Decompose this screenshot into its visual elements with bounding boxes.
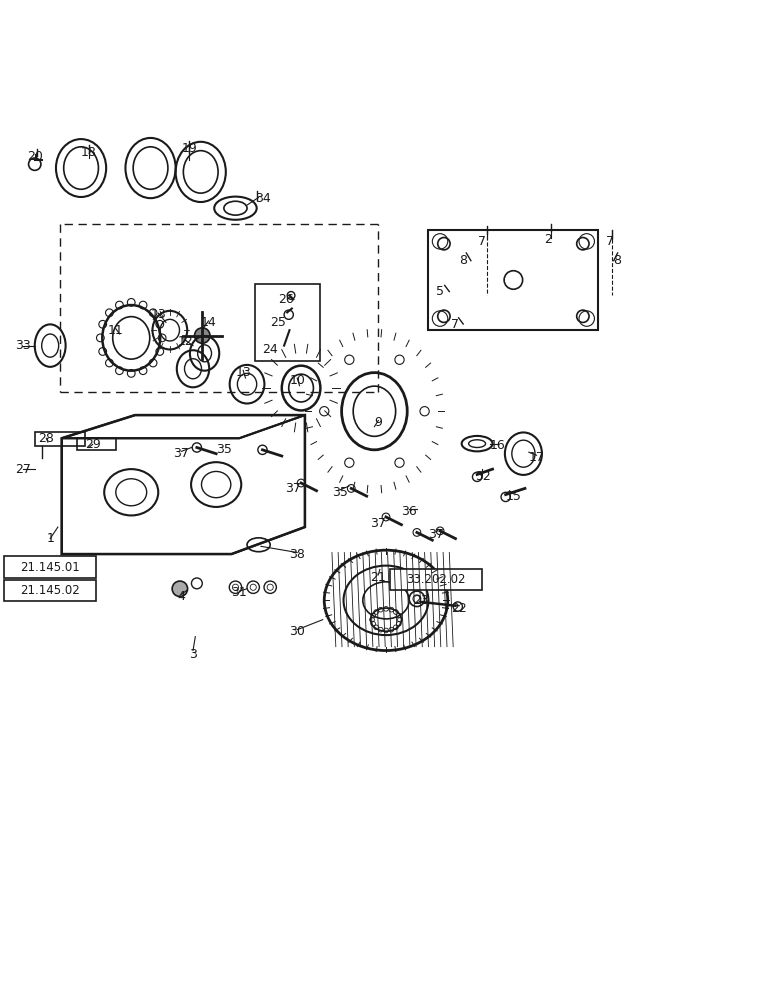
Text: 35: 35 bbox=[332, 486, 347, 499]
Text: 22: 22 bbox=[452, 602, 467, 615]
Bar bbox=[4, 556, 96, 578]
Text: 15: 15 bbox=[506, 490, 521, 503]
Text: 9: 9 bbox=[374, 416, 382, 429]
Text: 31: 31 bbox=[232, 586, 247, 599]
Text: 35: 35 bbox=[216, 443, 232, 456]
Circle shape bbox=[172, 581, 188, 596]
Text: 23: 23 bbox=[413, 594, 428, 607]
Text: 19: 19 bbox=[181, 142, 197, 155]
Text: 25: 25 bbox=[270, 316, 286, 329]
Text: 24: 24 bbox=[262, 343, 278, 356]
Bar bbox=[390, 569, 482, 590]
Text: 29: 29 bbox=[85, 438, 100, 451]
Text: 7: 7 bbox=[479, 235, 486, 248]
Bar bbox=[255, 284, 320, 361]
Text: 7: 7 bbox=[606, 235, 614, 248]
Text: 12: 12 bbox=[178, 335, 193, 348]
Text: 7: 7 bbox=[452, 318, 459, 331]
Text: 17: 17 bbox=[529, 451, 544, 464]
Text: 36: 36 bbox=[401, 505, 417, 518]
Text: 32: 32 bbox=[475, 470, 490, 483]
Bar bbox=[77, 438, 116, 450]
Text: 33.202.02: 33.202.02 bbox=[406, 573, 466, 586]
Text: 2: 2 bbox=[544, 233, 552, 246]
Bar bbox=[428, 230, 598, 330]
Text: 4: 4 bbox=[178, 590, 185, 603]
Text: 37: 37 bbox=[174, 447, 189, 460]
Text: 20: 20 bbox=[27, 150, 42, 163]
Text: 28: 28 bbox=[39, 432, 54, 445]
Text: 8: 8 bbox=[614, 254, 621, 267]
Circle shape bbox=[195, 328, 210, 343]
Text: 14: 14 bbox=[201, 316, 216, 329]
Text: 18: 18 bbox=[81, 146, 96, 159]
Text: 21: 21 bbox=[371, 571, 386, 584]
Text: 30: 30 bbox=[290, 625, 305, 638]
Bar bbox=[35, 432, 85, 446]
Text: 13: 13 bbox=[151, 308, 166, 321]
Text: 37: 37 bbox=[428, 528, 444, 541]
Text: 34: 34 bbox=[255, 192, 270, 205]
Text: 21.145.01: 21.145.01 bbox=[20, 561, 80, 574]
Text: 16: 16 bbox=[490, 439, 506, 452]
Text: 1: 1 bbox=[46, 532, 54, 545]
Text: 33: 33 bbox=[15, 339, 31, 352]
Text: 21.145.02: 21.145.02 bbox=[20, 584, 80, 597]
Text: 10: 10 bbox=[290, 374, 305, 387]
Text: 13: 13 bbox=[235, 366, 251, 379]
Text: 3: 3 bbox=[189, 648, 197, 661]
Text: 11: 11 bbox=[108, 324, 124, 337]
Text: 37: 37 bbox=[371, 517, 386, 530]
Text: 8: 8 bbox=[459, 254, 467, 267]
Text: 5: 5 bbox=[436, 285, 444, 298]
Bar bbox=[4, 580, 96, 601]
Text: 27: 27 bbox=[15, 463, 31, 476]
Text: 26: 26 bbox=[278, 293, 293, 306]
Text: 38: 38 bbox=[290, 548, 305, 561]
Text: 37: 37 bbox=[286, 482, 301, 495]
